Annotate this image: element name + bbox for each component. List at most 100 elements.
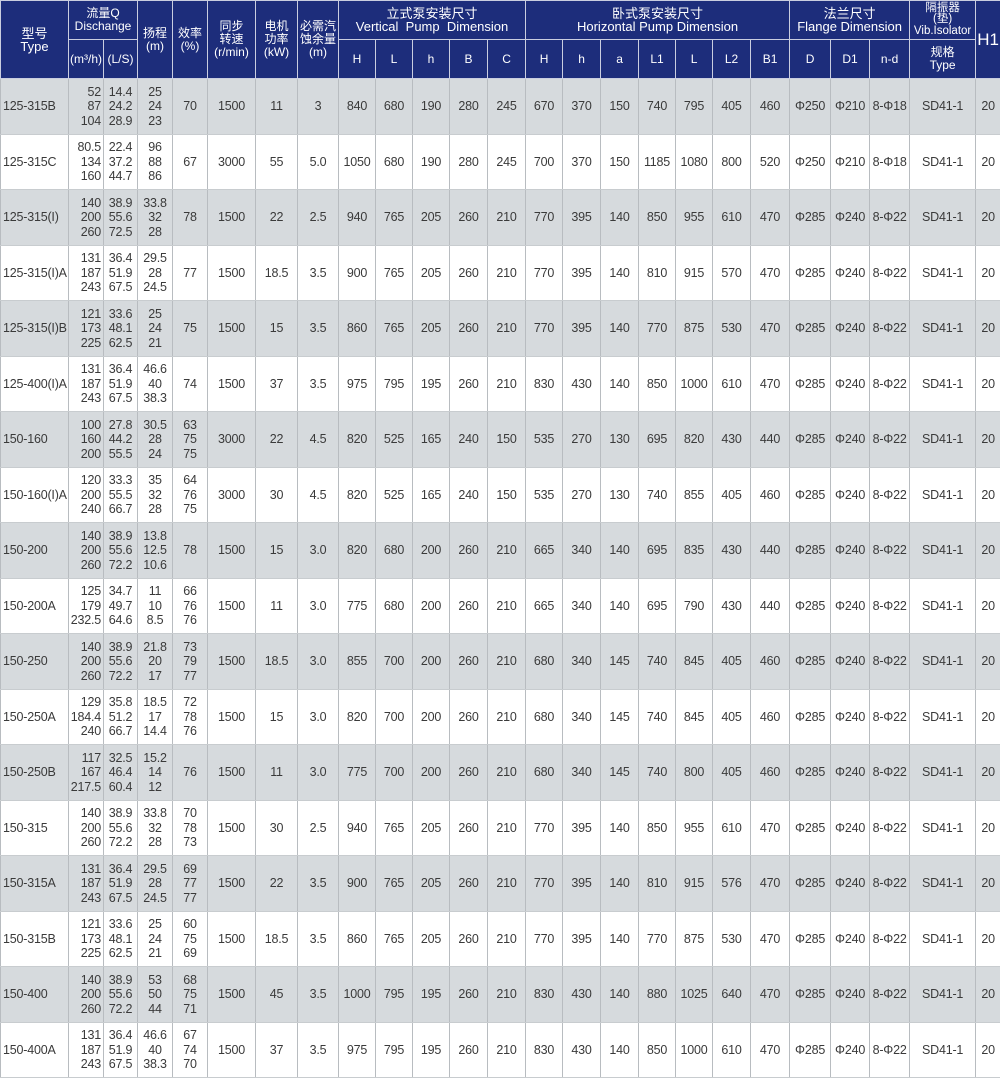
cell-vertical-dim: 210 [488, 578, 526, 634]
cell-vertical-dim: 820 [339, 412, 376, 468]
cell-flange-dim: 8-Φ22 [870, 356, 910, 412]
cell-horizontal-dim: 845 [676, 689, 713, 745]
cell-vib-type: SD41-1 [910, 578, 976, 634]
cell-vertical-dim: 260 [450, 356, 488, 412]
cell-h1: 20 [976, 689, 1000, 745]
cell-flange-dim: Φ240 [831, 523, 870, 579]
cell-vertical-dim: 260 [450, 911, 488, 967]
cell-h1: 20 [976, 412, 1000, 468]
cell-npsh: 3.5 [298, 967, 339, 1023]
cell-type: 125-315B [1, 79, 69, 135]
cell-type: 150-160 [1, 412, 69, 468]
cell-horizontal-dim: 695 [639, 523, 676, 579]
cell-flow-m3h: 100 160 200 [69, 412, 104, 468]
cell-horizontal-dim: 740 [639, 689, 676, 745]
cell-power: 18.5 [256, 245, 298, 301]
cell-horizontal-dim: 695 [639, 412, 676, 468]
cell-efficiency: 67 74 70 [173, 1022, 208, 1078]
cell-horizontal-dim: 395 [563, 190, 601, 246]
cell-flow-m3h: 80.5 134 160 [69, 134, 104, 190]
cell-flow-m3h: 52 87 104 [69, 79, 104, 135]
cell-horizontal-dim: 665 [526, 523, 563, 579]
cell-vib-type: SD41-1 [910, 79, 976, 135]
cell-horizontal-dim: 470 [751, 245, 790, 301]
cell-type: 150-160(I)A [1, 467, 69, 523]
cell-vib-type: SD41-1 [910, 467, 976, 523]
cell-horizontal-dim: 460 [751, 79, 790, 135]
cell-head: 29.5 28 24.5 [138, 856, 173, 912]
cell-flange-dim: Φ240 [831, 578, 870, 634]
cell-vertical-dim: 200 [413, 578, 450, 634]
cell-horizontal-dim: 405 [713, 745, 751, 801]
cell-efficiency: 63 75 75 [173, 412, 208, 468]
cell-horizontal-dim: 850 [639, 190, 676, 246]
cell-horizontal-dim: 340 [563, 578, 601, 634]
cell-vertical-dim: 205 [413, 190, 450, 246]
cell-h1: 20 [976, 1022, 1000, 1078]
cell-h1: 20 [976, 911, 1000, 967]
cell-vertical-dim: 190 [413, 79, 450, 135]
cell-flange-dim: 8-Φ22 [870, 967, 910, 1023]
cell-flow-ls: 14.4 24.2 28.9 [104, 79, 138, 135]
cell-horizontal-dim: 665 [526, 578, 563, 634]
cell-horizontal-dim: 430 [713, 578, 751, 634]
cell-flow-m3h: 125 179 232.5 [69, 578, 104, 634]
cell-vertical-dim: 795 [376, 356, 413, 412]
cell-flow-m3h: 131 187 243 [69, 1022, 104, 1078]
cell-horizontal-dim: 1000 [676, 1022, 713, 1078]
cell-horizontal-dim: 880 [639, 967, 676, 1023]
cell-head: 25 24 23 [138, 79, 173, 135]
cell-flange-dim: 8-Φ22 [870, 467, 910, 523]
cell-type: 125-315(I) [1, 190, 69, 246]
cell-vertical-dim: 210 [488, 356, 526, 412]
cell-vertical-dim: 280 [450, 134, 488, 190]
cell-head: 18.5 17 14.4 [138, 689, 173, 745]
cell-horizontal-dim: 460 [751, 689, 790, 745]
cell-type: 125-315C [1, 134, 69, 190]
cell-vertical-dim: 855 [339, 634, 376, 690]
cell-vertical-dim: 245 [488, 134, 526, 190]
cell-flow-ls: 33.6 48.1 62.5 [104, 301, 138, 357]
cell-flange-dim: 8-Φ18 [870, 79, 910, 135]
cell-type: 150-250B [1, 745, 69, 801]
cell-horizontal-dim: 695 [639, 578, 676, 634]
cell-head: 35 32 28 [138, 467, 173, 523]
cell-vib-type: SD41-1 [910, 190, 976, 246]
cell-vertical-dim: 260 [450, 1022, 488, 1078]
cell-horizontal-dim: 835 [676, 523, 713, 579]
cell-horizontal-dim: 576 [713, 856, 751, 912]
cell-flange-dim: 8-Φ22 [870, 245, 910, 301]
cell-vertical-dim: 260 [450, 689, 488, 745]
cell-horizontal-dim: 395 [563, 245, 601, 301]
cell-horizontal-dim: 395 [563, 301, 601, 357]
cell-horizontal-dim: 680 [526, 634, 563, 690]
cell-vertical-dim: 260 [450, 800, 488, 856]
cell-power: 22 [256, 856, 298, 912]
cell-vertical-dim: 680 [376, 523, 413, 579]
cell-horizontal-dim: 800 [676, 745, 713, 801]
cell-vertical-dim: 680 [376, 79, 413, 135]
cell-flange-dim: Φ240 [831, 800, 870, 856]
cell-speed: 1500 [208, 911, 256, 967]
cell-vertical-dim: 210 [488, 800, 526, 856]
cell-vertical-dim: 245 [488, 79, 526, 135]
cell-horizontal-dim: 140 [601, 911, 639, 967]
cell-type: 150-400 [1, 967, 69, 1023]
cell-horizontal-dim: 610 [713, 1022, 751, 1078]
cell-flange-dim: Φ285 [790, 412, 831, 468]
header-npsh: 必需汽 蚀余量 (m) [298, 1, 339, 79]
cell-horizontal-dim: 875 [676, 911, 713, 967]
cell-vertical-dim: 210 [488, 523, 526, 579]
cell-speed: 1500 [208, 190, 256, 246]
cell-power: 15 [256, 689, 298, 745]
cell-horizontal-dim: 470 [751, 356, 790, 412]
cell-horizontal-dim: 140 [601, 800, 639, 856]
cell-horizontal-dim: 145 [601, 634, 639, 690]
cell-vertical-dim: 840 [339, 79, 376, 135]
cell-vertical-dim: 205 [413, 911, 450, 967]
